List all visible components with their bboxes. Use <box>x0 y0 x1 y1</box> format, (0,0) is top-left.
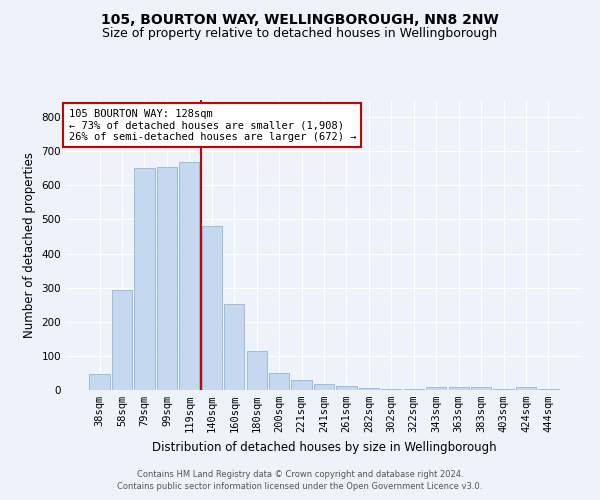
Bar <box>471 388 491 390</box>
Bar <box>449 388 469 390</box>
Bar <box>202 226 222 390</box>
Bar <box>381 389 401 390</box>
Bar <box>224 304 244 390</box>
Text: 105, BOURTON WAY, WELLINGBOROUGH, NN8 2NW: 105, BOURTON WAY, WELLINGBOROUGH, NN8 2N… <box>101 12 499 26</box>
Bar <box>134 168 155 390</box>
Y-axis label: Number of detached properties: Number of detached properties <box>23 152 36 338</box>
Bar <box>404 389 424 390</box>
Bar <box>538 389 559 390</box>
Text: 105 BOURTON WAY: 128sqm
← 73% of detached houses are smaller (1,908)
26% of semi: 105 BOURTON WAY: 128sqm ← 73% of detache… <box>68 108 356 142</box>
Bar <box>89 374 110 390</box>
X-axis label: Distribution of detached houses by size in Wellingborough: Distribution of detached houses by size … <box>152 440 496 454</box>
Bar <box>157 166 177 390</box>
Bar <box>314 384 334 390</box>
Bar <box>179 162 199 390</box>
Bar <box>247 351 267 390</box>
Bar <box>269 373 289 390</box>
Bar <box>426 388 446 390</box>
Bar <box>359 388 379 390</box>
Bar <box>516 388 536 390</box>
Text: Size of property relative to detached houses in Wellingborough: Size of property relative to detached ho… <box>103 28 497 40</box>
Text: Contains HM Land Registry data © Crown copyright and database right 2024.: Contains HM Land Registry data © Crown c… <box>137 470 463 479</box>
Bar <box>337 386 356 390</box>
Bar <box>112 290 132 390</box>
Bar <box>292 380 311 390</box>
Bar <box>493 389 514 390</box>
Text: Contains public sector information licensed under the Open Government Licence v3: Contains public sector information licen… <box>118 482 482 491</box>
